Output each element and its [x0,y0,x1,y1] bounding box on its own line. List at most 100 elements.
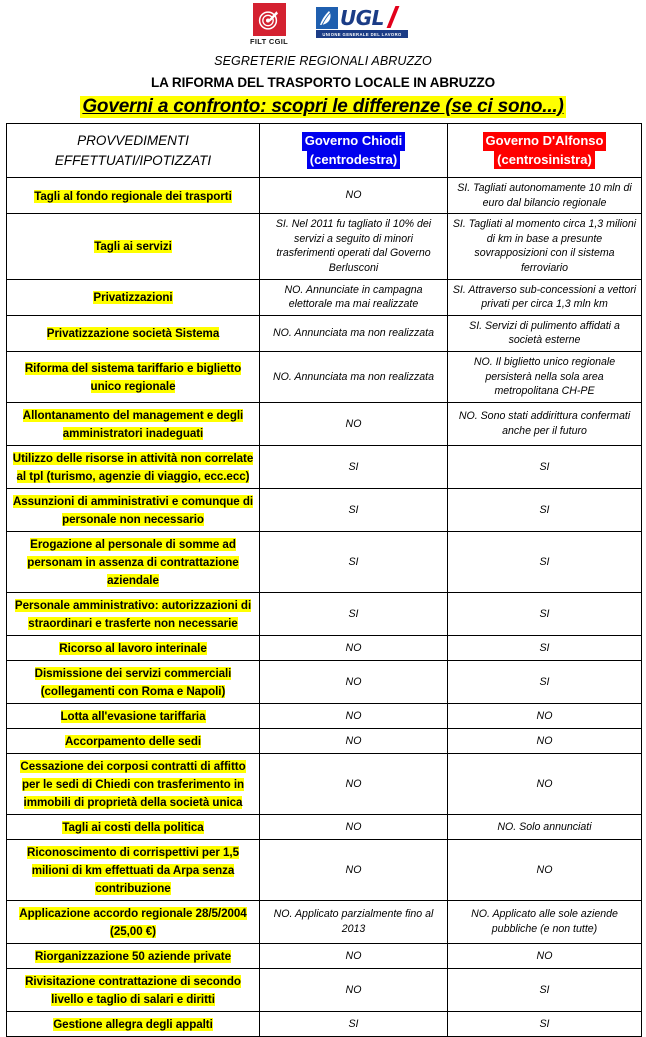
page-title: Governi a confronto: scopri le differenz… [0,96,646,118]
table-body: Tagli al fondo regionale dei trasporti NO… [6,176,642,1037]
answer-cell-gov-chiodi: NO [259,634,448,661]
table-row: Allontanamento del management e degli am… [6,401,642,446]
measure-label: Assunzioni di amministrativi e comunque … [12,494,254,526]
answer-cell-gov-dalfonso: NO [447,838,642,901]
subject-line: LA RIFORMA DEL TRASPORTO LOCALE IN ABRUZ… [150,75,496,90]
comparison-table: PROVVEDIMENTI EFFETTUATI/IPOTIZZATI Gove… [6,123,642,1037]
answer-cell-gov-dalfonso: SI [447,634,642,661]
measure-label: Tagli ai servizi [94,240,172,254]
answer-cell-gov-chiodi: NO. Annunciate in campagna elettorale ma… [259,278,448,316]
table-row: Tagli al fondo regionale dei trasporti NO… [6,176,642,215]
measure-cell: Privatizzazione società Sistema [6,314,260,353]
ugl-logo: UGL UNIONE GENERALE DEL LAVORO [316,6,408,38]
table-row: Assunzioni di amministrativi e comunque … [6,487,642,532]
answer-cell-gov-dalfonso: NO. Il biglietto unico regionale persist… [447,351,642,403]
ugl-tagline: UNIONE GENERALE DEL LAVORO [316,30,408,38]
measure-label: Applicazione accordo regionale 28/5/2004… [19,906,247,938]
answer-cell-gov-dalfonso: NO [447,702,642,729]
measure-cell: Riconoscimento di corrispettivi per 1,5 … [6,838,260,901]
answer-cell-gov-dalfonso: NO. Sono stati addirittura confermati an… [447,401,642,446]
measure-cell: Erogazione al personale di somme ad pers… [6,530,260,593]
table-row: Privatizzazioni NO. Annunciate in campagn… [6,278,642,316]
measure-cell: Riorganizzazione 50 aziende private [6,942,260,969]
measure-cell: Tagli ai costi della politica [6,813,260,840]
measure-cell: Tagli al fondo regionale dei trasporti [6,176,260,215]
table-row: Cessazione dei corposi contratti di affi… [6,752,642,815]
measure-cell: Rivisitazione contrattazione di secondo … [6,967,260,1012]
measure-label: Riconoscimento di corrispettivi per 1,5 … [27,845,239,895]
table-row: Tagli ai servizi SI. Nel 2011 fu tagliato… [6,213,642,280]
answer-cell-gov-chiodi: NO [259,813,448,840]
page-title-text: Governi a confronto: scopri le differenz… [80,96,566,118]
answer-cell-gov-chiodi: NO [259,752,448,815]
measure-cell: Assunzioni di amministrativi e comunque … [6,487,260,532]
answer-cell-gov-dalfonso: SI [447,1010,642,1037]
answer-cell-gov-chiodi: NO [259,727,448,754]
filt-cgil-wordmark: FILT CGIL [250,37,288,46]
table-row: Riconoscimento di corrispettivi per 1,5 … [6,838,642,901]
measure-cell: Tagli ai servizi [6,213,260,280]
measure-label: Allontanamento del management e degli am… [22,408,244,440]
column-header-gov-chiodi-line2: (centrodestra) [306,150,401,169]
answer-cell-gov-dalfonso: SI [447,591,642,636]
measure-label: Rivisitazione contrattazione di secondo … [25,974,241,1006]
column-header-gov-dalfonso: Governo D'Alfonso (centrosinistra) [447,123,642,178]
measure-label: Dismissione dei servizi commerciali (col… [34,666,232,698]
ugl-emblem-icon [316,7,338,29]
measure-cell: Allontanamento del management e degli am… [6,401,260,446]
answer-cell-gov-chiodi: NO [259,401,448,446]
answer-cell-gov-chiodi: NO [259,176,448,215]
answer-cell-gov-chiodi: NO. Annunciata ma non realizzata [259,351,448,403]
ugl-logo-top: UGL [316,6,400,30]
answer-cell-gov-dalfonso: SI. Servizi di pulimento affidati a soci… [447,314,642,353]
measure-cell: Lotta all'evasione tariffaria [6,702,260,729]
table-row: Utilizzo delle risorse in attività non c… [6,444,642,489]
logo-bar: FILT CGIL UGL UNIONE GENERALE DEL LAVORO [0,0,646,50]
answer-cell-gov-chiodi: NO. Annunciata ma non realizzata [259,314,448,353]
measure-label: Erogazione al personale di somme ad pers… [27,537,239,587]
column-header-gov-dalfonso-line2: (centrosinistra) [494,150,595,169]
answer-cell-gov-chiodi: NO [259,838,448,901]
comparison-table-wrapper: PROVVEDIMENTI EFFETTUATI/IPOTIZZATI Gove… [6,123,642,1037]
answer-cell-gov-dalfonso: NO. Solo annunciati [447,813,642,840]
answer-cell-gov-dalfonso: SI [447,967,642,1012]
answer-cell-gov-dalfonso: SI [447,530,642,593]
table-row: Erogazione al personale di somme ad pers… [6,530,642,593]
answer-cell-gov-dalfonso: NO [447,942,642,969]
answer-cell-gov-dalfonso: NO. Applicato alle sole aziende pubblich… [447,899,642,944]
measure-label: Privatizzazioni [93,291,173,305]
table-row: Privatizzazione società Sistema NO. Annun… [6,314,642,353]
measure-cell: Personale amministrativo: autorizzazioni… [6,591,260,636]
measure-label: Utilizzo delle risorse in attività non c… [12,451,254,483]
measure-cell: Riforma del sistema tariffario e bigliet… [6,351,260,403]
measure-label: Tagli al fondo regionale dei trasporti [34,189,232,203]
ugl-red-slash-icon [386,6,400,29]
answer-cell-gov-chiodi: SI [259,444,448,489]
measure-label: Personale amministrativo: autorizzazioni… [14,598,252,630]
table-row: Ricorso al lavoro interinale NO SI [6,634,642,661]
column-header-gov-dalfonso-line1: Governo D'Alfonso [482,132,607,151]
answer-cell-gov-chiodi: NO [259,942,448,969]
answer-cell-gov-chiodi: NO [259,659,448,704]
column-header-gov-chiodi: Governo Chiodi (centrodestra) [259,123,448,178]
answer-cell-gov-dalfonso: SI [447,659,642,704]
measure-label: Cessazione dei corposi contratti di affi… [20,759,246,809]
measure-label: Privatizzazione società Sistema [46,327,220,341]
table-row: Accorpamento delle sedi NO NO [6,727,642,754]
answer-cell-gov-chiodi: SI [259,487,448,532]
measure-label: Ricorso al lavoro interinale [59,641,207,655]
answer-cell-gov-chiodi: NO. Applicato parzialmente fino al 2013 [259,899,448,944]
table-row: Rivisitazione contrattazione di secondo … [6,967,642,1012]
measure-label: Lotta all'evasione tariffaria [60,709,206,723]
table-row: Riorganizzazione 50 aziende private NO NO [6,942,642,969]
answer-cell-gov-chiodi: SI [259,530,448,593]
table-row: Dismissione dei servizi commerciali (col… [6,659,642,704]
answer-cell-gov-chiodi: NO [259,702,448,729]
ugl-wordmark: UGL [340,6,384,30]
column-header-measure-line1: PROVVEDIMENTI [77,132,189,148]
table-row: Riforma del sistema tariffario e bigliet… [6,351,642,403]
table-row: Personale amministrativo: autorizzazioni… [6,591,642,636]
answer-cell-gov-chiodi: SI. Nel 2011 fu tagliato il 10% dei serv… [259,213,448,280]
column-header-gov-chiodi-line1: Governo Chiodi [301,132,406,151]
